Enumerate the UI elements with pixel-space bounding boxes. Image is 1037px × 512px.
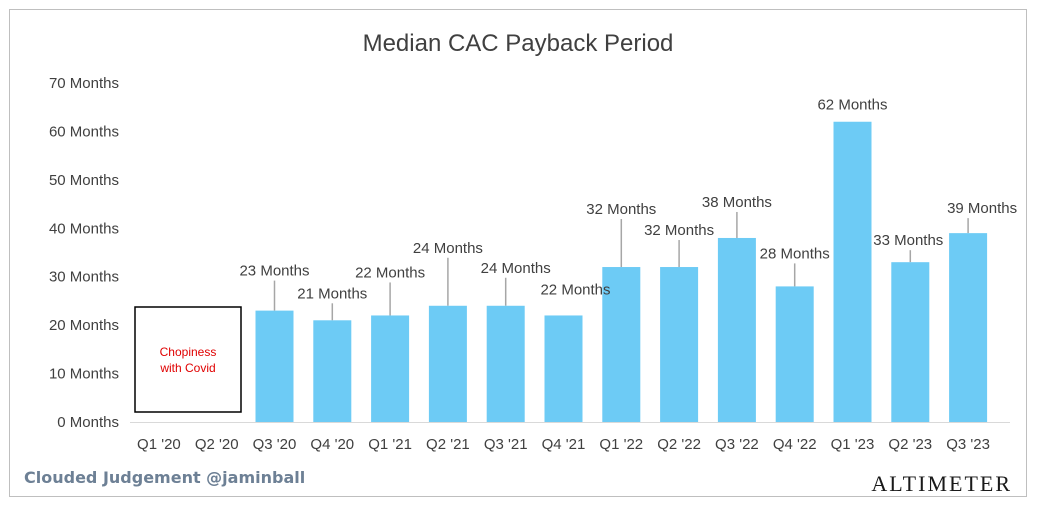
bar	[775, 286, 814, 422]
data-label: 22 Months	[355, 264, 425, 281]
x-tick-label: Q3 '23	[946, 436, 990, 453]
data-labels: 23 Months 21 Months 22 Months 24 Months 24 M…	[239, 97, 1017, 303]
data-label: 24 Months	[481, 260, 551, 277]
annotation-line-2: with Covid	[159, 361, 215, 375]
y-tick-label: 40 Months	[49, 220, 119, 237]
data-label: 24 Months	[413, 240, 483, 257]
x-tick-label: Q2 '20	[195, 436, 239, 453]
data-label: 21 Months	[297, 285, 367, 302]
data-label: 28 Months	[760, 245, 830, 262]
bar	[371, 315, 410, 422]
bar	[717, 237, 756, 422]
author-credit: Clouded Judgement @jaminball	[24, 468, 305, 487]
annotation-line-1: Chopiness	[160, 345, 217, 359]
x-tick-label: Q2 '23	[888, 436, 932, 453]
x-tick-label: Q2 '22	[657, 436, 701, 453]
x-tick-label: Q1 '21	[368, 436, 412, 453]
x-tick-label: Q3 '21	[484, 436, 528, 453]
y-tick-label: 0 Months	[57, 414, 119, 431]
data-label: 38 Months	[702, 194, 772, 211]
x-tick-label: Q3 '22	[715, 436, 759, 453]
x-tick-label: Q1 '20	[137, 436, 181, 453]
y-tick-label: 10 Months	[49, 366, 119, 383]
y-tick-label: 70 Months	[49, 75, 119, 92]
y-tick-label: 50 Months	[49, 172, 119, 189]
bar	[544, 315, 583, 422]
y-tick-label: 20 Months	[49, 317, 119, 334]
data-label: 32 Months	[586, 201, 656, 218]
x-tick-label: Q4 '20	[310, 436, 354, 453]
x-axis-ticks: Q1 '20 Q2 '20 Q3 '20 Q4 '20 Q1 '21 Q2 '21 Q3 '…	[137, 436, 990, 453]
label-leader-lines	[273, 211, 969, 321]
bar	[660, 267, 699, 422]
covid-annotation: Chopiness with Covid	[134, 306, 242, 413]
data-label: 32 Months	[644, 222, 714, 239]
brand-logo: ALTIMETER	[871, 471, 1012, 496]
x-tick-label: Q1 '22	[599, 436, 643, 453]
data-label: 62 Months	[817, 97, 887, 114]
chart-title: Median CAC Payback Period	[363, 30, 674, 57]
y-axis-ticks: 0 Months 10 Months 20 Months 30 Months 40 Mo…	[49, 75, 119, 431]
data-label: 23 Months	[239, 263, 309, 280]
bar	[891, 262, 930, 422]
x-tick-label: Q4 '21	[542, 436, 586, 453]
bar	[602, 267, 641, 422]
bar	[486, 305, 525, 422]
bar	[833, 121, 872, 422]
bar	[949, 233, 988, 422]
bars	[255, 121, 988, 422]
data-label: 39 Months	[947, 200, 1017, 217]
x-tick-label: Q1 '23	[831, 436, 875, 453]
data-label: 22 Months	[540, 281, 610, 298]
x-tick-label: Q4 '22	[773, 436, 817, 453]
y-tick-label: 60 Months	[49, 123, 119, 140]
bar	[313, 320, 352, 422]
x-tick-label: Q3 '20	[253, 436, 297, 453]
x-tick-label: Q2 '21	[426, 436, 470, 453]
annotation-box	[134, 306, 242, 413]
y-tick-label: 30 Months	[49, 269, 119, 286]
data-label: 33 Months	[873, 232, 943, 249]
bar	[428, 305, 467, 422]
bar	[255, 310, 294, 422]
